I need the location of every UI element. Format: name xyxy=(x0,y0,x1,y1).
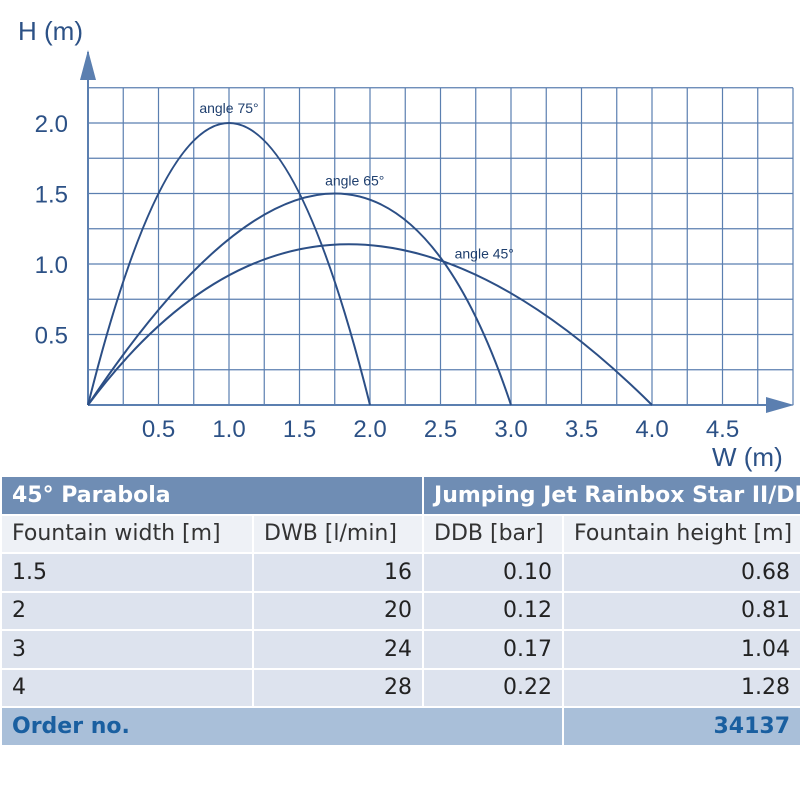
x-tick-label: 0.5 xyxy=(142,416,175,443)
x-tick-label: 2.5 xyxy=(424,416,457,443)
trajectory-chart: angle 75° angle 65° angle 45° 0.5 1.0 1.5 2.0… xyxy=(18,16,794,472)
x-tick-label: 3.5 xyxy=(565,416,598,443)
x-tick-label: 2.0 xyxy=(353,416,386,443)
chart-axes xyxy=(80,50,794,413)
y-axis-arrow-icon xyxy=(80,50,96,80)
table-title-left: 45° Parabola xyxy=(0,475,425,516)
x-axis-title: W (m) xyxy=(712,442,783,472)
y-tick-label: 1.5 xyxy=(35,182,68,209)
cell-width: 1.5 xyxy=(0,552,254,593)
header-fountain-height: Fountain height [m] xyxy=(562,513,800,554)
cell-dwb: 16 xyxy=(251,552,425,593)
x-tick-label: 1.0 xyxy=(212,416,245,443)
trajectory-curve xyxy=(87,243,653,406)
table-row: 3 24 0.17 1.04 xyxy=(0,629,800,670)
table-row: 2 20 0.12 0.81 xyxy=(0,590,800,631)
curve-label: angle 75° xyxy=(199,100,258,116)
header-fountain-width: Fountain width [m] xyxy=(0,513,254,554)
table-row: 4 28 0.22 1.28 xyxy=(0,667,800,708)
spec-table: 45° Parabola Jumping Jet Rainbox Star II… xyxy=(0,475,800,747)
table-row: 1.5 16 0.10 0.68 xyxy=(0,552,800,593)
x-tick-label: 4.0 xyxy=(635,416,668,443)
y-tick-label: 1.0 xyxy=(35,252,68,279)
order-label: Order no. xyxy=(0,706,565,747)
header-dwb: DWB [l/min] xyxy=(251,513,425,554)
chart-ticks: 0.5 1.0 1.5 2.0 2.5 3.0 3.5 4.0 4.5 0.5 1.0 1.5 2.0 xyxy=(35,111,740,443)
cell-height: 0.81 xyxy=(562,590,800,631)
x-tick-label: 4.5 xyxy=(706,416,739,443)
cell-width: 2 xyxy=(0,590,254,631)
cell-dwb: 24 xyxy=(251,629,425,670)
cell-ddb: 0.12 xyxy=(422,590,565,631)
trajectory-curve xyxy=(87,122,371,406)
curve-label: angle 45° xyxy=(455,245,514,261)
chart-grid xyxy=(87,87,794,406)
y-tick-label: 0.5 xyxy=(35,323,68,350)
x-tick-label: 1.5 xyxy=(283,416,316,443)
cell-width: 3 xyxy=(0,629,254,670)
order-row: Order no. 34137 xyxy=(0,706,800,747)
trajectory-curve xyxy=(87,192,512,406)
y-tick-label: 2.0 xyxy=(35,111,68,138)
cell-ddb: 0.17 xyxy=(422,629,565,670)
table-title-row: 45° Parabola Jumping Jet Rainbox Star II… xyxy=(0,475,800,516)
x-tick-label: 3.0 xyxy=(494,416,527,443)
cell-height: 0.68 xyxy=(562,552,800,593)
y-axis-title: H (m) xyxy=(18,16,83,46)
order-number: 34137 xyxy=(562,706,800,747)
chart-curves: angle 75° angle 65° angle 45° xyxy=(87,100,653,406)
cell-ddb: 0.22 xyxy=(422,667,565,708)
table-header-row: Fountain width [m] DWB [l/min] DDB [bar]… xyxy=(0,513,800,554)
x-axis-arrow-icon xyxy=(766,397,794,413)
table-title-right: Jumping Jet Rainbox Star II/DMX/02 xyxy=(422,475,800,516)
cell-height: 1.28 xyxy=(562,667,800,708)
cell-height: 1.04 xyxy=(562,629,800,670)
cell-dwb: 28 xyxy=(251,667,425,708)
cell-ddb: 0.10 xyxy=(422,552,565,593)
curve-label: angle 65° xyxy=(325,173,384,189)
cell-width: 4 xyxy=(0,667,254,708)
header-ddb: DDB [bar] xyxy=(422,513,565,554)
cell-dwb: 20 xyxy=(251,590,425,631)
